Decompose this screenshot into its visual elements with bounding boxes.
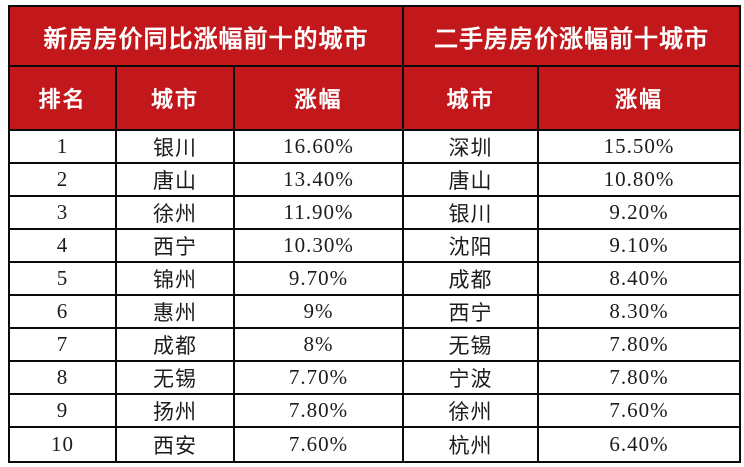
rank-cell: 10 bbox=[10, 428, 117, 461]
used-city-cell: 唐山 bbox=[404, 164, 539, 197]
used-change-cell: 7.80% bbox=[539, 329, 739, 362]
new-city-cell: 唐山 bbox=[117, 164, 235, 197]
new-change-cell: 7.80% bbox=[235, 395, 404, 428]
rank-cell: 8 bbox=[10, 362, 117, 395]
new-city-cell: 成都 bbox=[117, 329, 235, 362]
used-city-cell: 徐州 bbox=[404, 395, 539, 428]
used-change-cell: 8.40% bbox=[539, 263, 739, 296]
new-city-cell: 西宁 bbox=[117, 230, 235, 263]
col-header-new-change: 涨幅 bbox=[235, 67, 404, 131]
new-change-cell: 9.70% bbox=[235, 263, 404, 296]
new-change-cell: 11.90% bbox=[235, 197, 404, 230]
col-header-new-city: 城市 bbox=[117, 67, 235, 131]
col-header-used-change: 涨幅 bbox=[539, 67, 739, 131]
used-city-cell: 成都 bbox=[404, 263, 539, 296]
used-city-cell: 无锡 bbox=[404, 329, 539, 362]
used-city-cell: 深圳 bbox=[404, 131, 539, 164]
rank-cell: 2 bbox=[10, 164, 117, 197]
new-change-cell: 8% bbox=[235, 329, 404, 362]
col-header-rank: 排名 bbox=[10, 67, 117, 131]
used-change-cell: 9.10% bbox=[539, 230, 739, 263]
rank-cell: 1 bbox=[10, 131, 117, 164]
new-change-cell: 16.60% bbox=[235, 131, 404, 164]
new-city-cell: 扬州 bbox=[117, 395, 235, 428]
rank-cell: 5 bbox=[10, 263, 117, 296]
used-city-cell: 沈阳 bbox=[404, 230, 539, 263]
new-change-cell: 13.40% bbox=[235, 164, 404, 197]
rank-cell: 4 bbox=[10, 230, 117, 263]
new-city-cell: 锦州 bbox=[117, 263, 235, 296]
new-change-cell: 7.60% bbox=[235, 428, 404, 461]
new-city-cell: 银川 bbox=[117, 131, 235, 164]
rank-cell: 7 bbox=[10, 329, 117, 362]
new-city-cell: 惠州 bbox=[117, 296, 235, 329]
used-change-cell: 7.60% bbox=[539, 395, 739, 428]
used-change-cell: 8.30% bbox=[539, 296, 739, 329]
used-change-cell: 7.80% bbox=[539, 362, 739, 395]
rank-cell: 6 bbox=[10, 296, 117, 329]
used-change-cell: 15.50% bbox=[539, 131, 739, 164]
used-city-cell: 宁波 bbox=[404, 362, 539, 395]
rank-cell: 9 bbox=[10, 395, 117, 428]
new-home-table-title: 新房房价同比涨幅前十的城市 bbox=[10, 7, 404, 67]
used-home-table-title: 二手房房价涨幅前十城市 bbox=[404, 7, 739, 67]
new-change-cell: 7.70% bbox=[235, 362, 404, 395]
new-change-cell: 9% bbox=[235, 296, 404, 329]
used-city-cell: 银川 bbox=[404, 197, 539, 230]
used-change-cell: 10.80% bbox=[539, 164, 739, 197]
used-city-cell: 杭州 bbox=[404, 428, 539, 461]
col-header-used-city: 城市 bbox=[404, 67, 539, 131]
used-change-cell: 6.40% bbox=[609, 432, 669, 456]
new-city-cell: 徐州 bbox=[117, 197, 235, 230]
housing-price-comparison-table: 新房房价同比涨幅前十的城市 二手房房价涨幅前十城市 排名 城市 涨幅 城市 涨幅… bbox=[8, 5, 741, 463]
used-change-cell: 9.20% bbox=[539, 197, 739, 230]
new-city-cell: 无锡 bbox=[117, 362, 235, 395]
new-change-cell: 10.30% bbox=[235, 230, 404, 263]
new-city-cell: 西安 bbox=[117, 428, 235, 461]
rank-cell: 3 bbox=[10, 197, 117, 230]
used-city-cell: 西宁 bbox=[404, 296, 539, 329]
